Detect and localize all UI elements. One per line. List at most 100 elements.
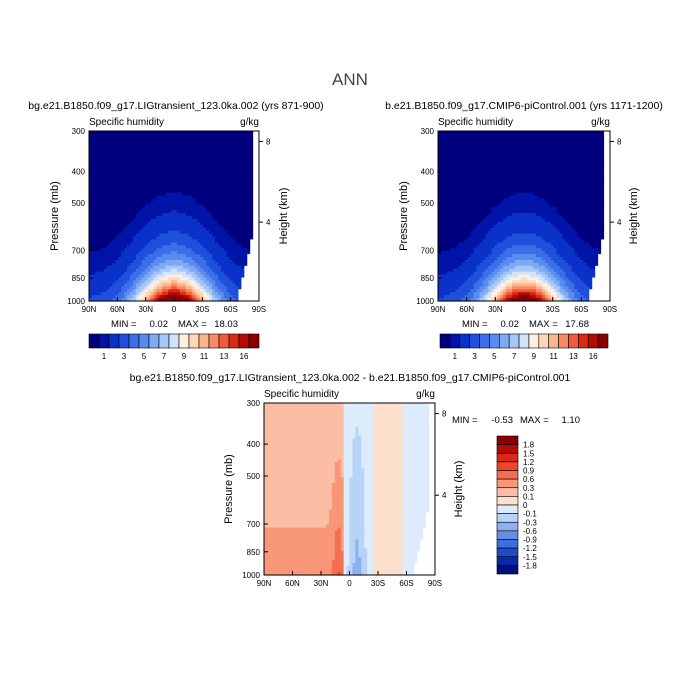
colorbar-box <box>108 333 120 349</box>
field-cell <box>130 142 134 147</box>
field-cell <box>150 145 155 150</box>
panel-2-left-title: Specific humidity <box>438 117 513 128</box>
field-cell <box>112 139 116 144</box>
field-cell <box>127 131 131 135</box>
field-cell <box>159 145 163 150</box>
field-cell <box>223 142 228 147</box>
field-cell <box>182 131 187 135</box>
field-cell <box>220 145 225 150</box>
field-cell <box>159 139 163 144</box>
panel-1-title: bg.e21.B1850.f09_g17.LIGtransient_123.0k… <box>28 100 323 112</box>
field-cell <box>256 136 260 141</box>
field-cell <box>217 145 222 150</box>
field-cell <box>94 131 99 135</box>
field-cell <box>156 139 160 144</box>
field-cell <box>182 133 187 138</box>
field-cell <box>223 139 228 144</box>
field-cell <box>247 136 251 141</box>
field-cell <box>165 133 169 138</box>
field-cell <box>165 142 169 147</box>
field-cell <box>121 139 125 144</box>
field-cell <box>206 142 210 147</box>
field-cell <box>150 133 155 138</box>
field-cell <box>174 136 178 141</box>
field-cell <box>171 136 175 141</box>
field-cell <box>215 136 219 141</box>
field-cell <box>238 131 243 135</box>
field-cell <box>103 133 108 138</box>
field-cell <box>144 136 149 141</box>
field-cell <box>235 131 240 135</box>
field-cell <box>185 131 190 135</box>
field-cell <box>226 145 231 150</box>
field-cell <box>168 145 172 150</box>
field-cell <box>191 133 196 138</box>
field-cell <box>132 136 137 141</box>
panel-1-y2label: Height (km) <box>278 188 290 245</box>
field-cell <box>130 131 134 135</box>
field-cell <box>220 142 225 147</box>
colorbar-label: 13 <box>220 352 229 361</box>
field-cell <box>185 133 190 138</box>
panel-1-max-value: 18.03 <box>214 319 238 330</box>
x-tick-label: 30S <box>195 305 209 314</box>
field-cell <box>229 136 234 141</box>
field-cell <box>206 139 210 144</box>
field-cell <box>244 142 248 147</box>
colorbar-box <box>208 333 220 349</box>
field-cell <box>176 136 181 141</box>
field-cell <box>138 142 143 147</box>
field-cell <box>209 136 213 141</box>
field-cell <box>132 133 137 138</box>
field-cell <box>194 142 199 147</box>
field-cell <box>206 145 210 150</box>
field-cell <box>238 136 243 141</box>
field-cell <box>223 131 228 135</box>
field-cell <box>247 139 251 144</box>
field-cell <box>226 131 231 135</box>
field-cell <box>174 139 178 144</box>
field-cell <box>209 131 213 135</box>
panel-1: bg.e21.B1850.f09_g17.LIGtransient_123.0k… <box>28 100 323 361</box>
field-cell <box>153 139 158 144</box>
field-cell <box>179 133 184 138</box>
field-cell <box>212 133 216 138</box>
field-cell <box>174 145 178 150</box>
field-cell <box>215 131 219 135</box>
field-cell <box>226 142 231 147</box>
field-cell <box>106 142 111 147</box>
colorbar-label: 3 <box>122 352 127 361</box>
field-cell <box>215 133 219 138</box>
field-cell <box>179 142 184 147</box>
colorbar-box <box>118 333 130 349</box>
field-cell <box>250 131 254 135</box>
field-cell <box>156 133 160 138</box>
field-cell <box>223 136 228 141</box>
field-cell <box>176 142 181 147</box>
field-cell <box>135 133 140 138</box>
field-cell <box>132 131 137 135</box>
field-cell <box>194 139 199 144</box>
field-cell <box>168 142 172 147</box>
colorbar-box <box>98 333 110 349</box>
x-tick-label: 0 <box>172 305 177 314</box>
field-cell <box>238 145 243 150</box>
field-cell <box>203 133 207 138</box>
field-cell <box>200 139 204 144</box>
field-cell <box>176 145 181 150</box>
field-cell <box>106 139 111 144</box>
field-cell <box>97 145 102 150</box>
y-tick-label: 400 <box>72 168 86 177</box>
field-cell <box>229 139 234 144</box>
y-tick-label: 1000 <box>67 297 85 306</box>
field-cell <box>229 131 234 135</box>
field-cell <box>150 142 155 147</box>
field-cell <box>91 131 96 135</box>
field-cell <box>247 131 251 135</box>
field-cell <box>112 145 116 150</box>
field-cell <box>197 133 201 138</box>
field-cell <box>127 145 131 150</box>
field-cell <box>253 131 257 135</box>
field-cell <box>153 136 158 141</box>
field-cell <box>232 142 237 147</box>
